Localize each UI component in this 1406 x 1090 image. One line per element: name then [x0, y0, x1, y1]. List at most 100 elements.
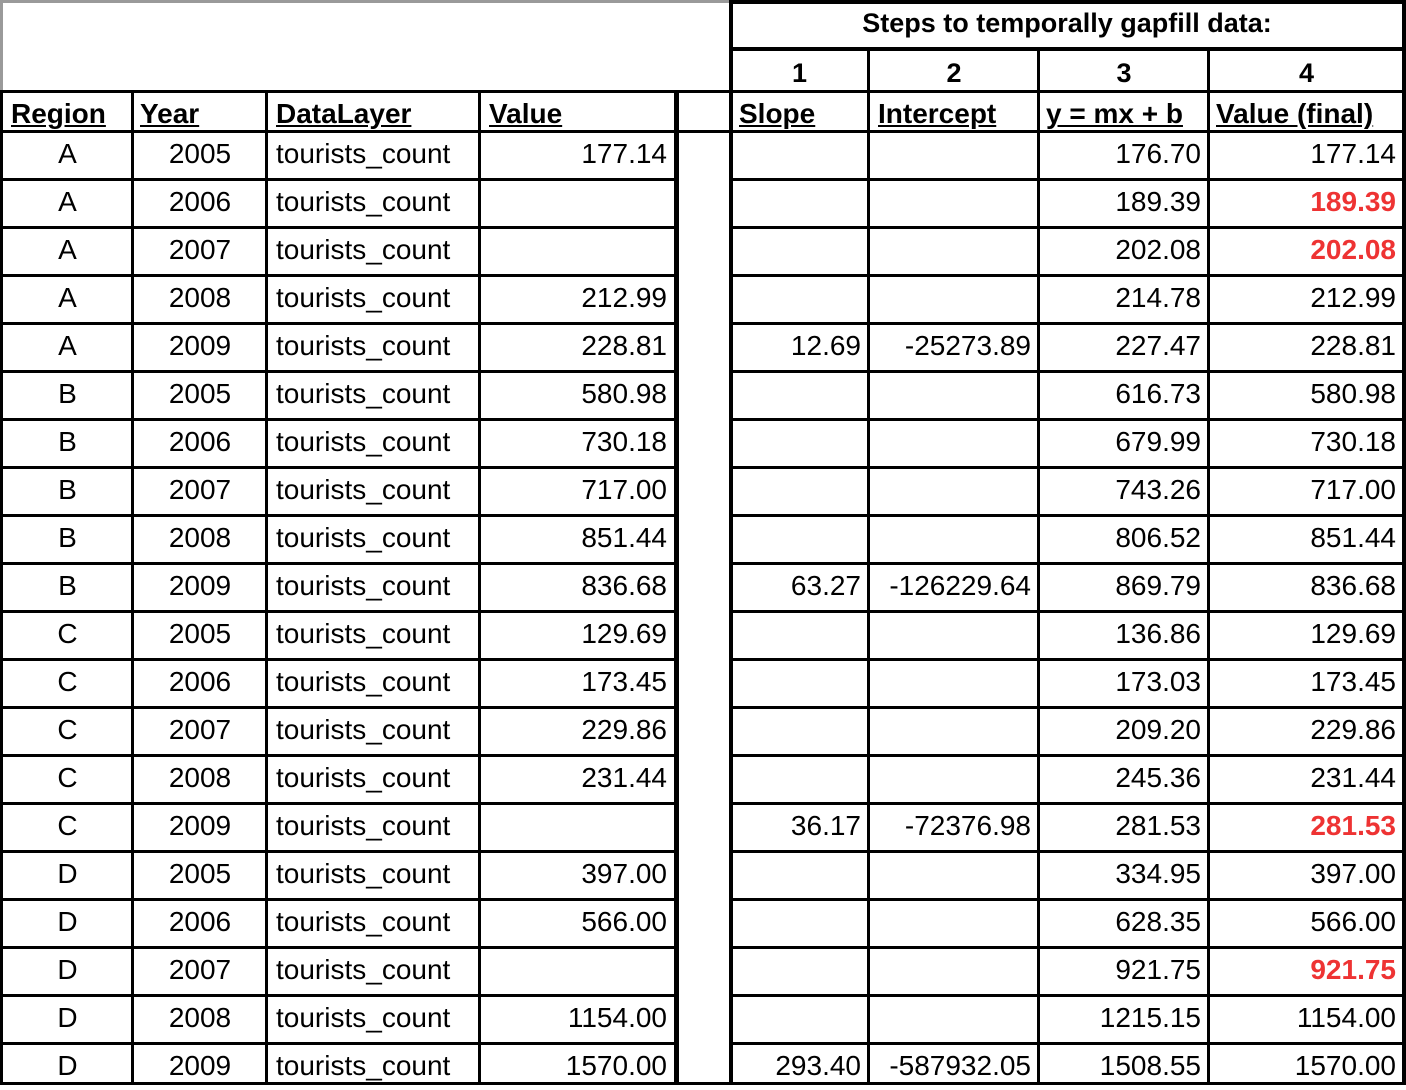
- cell-year: 2006: [168, 908, 232, 937]
- cell-intercept: [870, 620, 1038, 658]
- cell-year: 2009: [168, 572, 232, 601]
- grid-line: [1207, 50, 1210, 1085]
- cell-intercept: [870, 284, 1038, 322]
- grid-line: [0, 226, 677, 229]
- header-value: Value: [489, 100, 563, 129]
- cell-slope: [731, 380, 868, 418]
- cell-region: A: [58, 236, 77, 265]
- cell-formula-value: 869.79: [1115, 572, 1201, 601]
- header-intercept: Intercept: [878, 100, 997, 129]
- cell-datalayer: tourists_count: [276, 428, 451, 457]
- cell-datalayer: tourists_count: [276, 1004, 451, 1033]
- cell-value-final: 281.53: [1310, 812, 1396, 841]
- grid-line: [0, 610, 677, 613]
- grid-line: [731, 706, 1403, 709]
- cell-datalayer: tourists_count: [276, 524, 451, 553]
- header-datalayer: DataLayer: [276, 100, 412, 129]
- cell-value: 566.00: [581, 908, 667, 937]
- cell-value-final: 836.68: [1310, 572, 1396, 601]
- cell-value: 228.81: [581, 332, 667, 361]
- cell-value-final: 1570.00: [1294, 1052, 1396, 1081]
- cell-intercept: [870, 476, 1038, 514]
- grid-line: [0, 178, 677, 181]
- grid-line: [731, 1042, 1403, 1045]
- grid-line: [867, 50, 870, 1085]
- cell-intercept: [870, 428, 1038, 466]
- cell-formula-value: 281.53: [1115, 812, 1201, 841]
- cell-formula-value: 245.36: [1115, 764, 1201, 793]
- grid-line: [0, 1082, 1406, 1085]
- grid-line: [731, 178, 1403, 181]
- cell-region: C: [57, 764, 78, 793]
- grid-line: [0, 562, 677, 565]
- grid-line: [731, 322, 1403, 325]
- grid-line: [0, 274, 677, 277]
- cell-intercept: -72376.98: [904, 812, 1031, 841]
- cell-year: 2008: [168, 524, 232, 553]
- cell-value-final: 921.75: [1310, 956, 1396, 985]
- cell-region: D: [57, 956, 78, 985]
- cell-formula-value: 227.47: [1115, 332, 1201, 361]
- grid-line: [731, 466, 1403, 469]
- grid-line: [0, 92, 3, 1085]
- grid-line: [0, 994, 677, 997]
- cell-formula-value: 616.73: [1115, 380, 1201, 409]
- cell-region: A: [58, 332, 77, 361]
- cell-value: 212.99: [581, 284, 667, 313]
- cell-value: 836.68: [581, 572, 667, 601]
- grid-line: [731, 802, 1403, 805]
- grid-line: [0, 322, 677, 325]
- grid-line: [0, 946, 677, 949]
- grid-line: [729, 90, 1406, 93]
- header-value-final: Value (final): [1216, 100, 1374, 129]
- grid-line: [729, 47, 1406, 51]
- cell-datalayer: tourists_count: [276, 1052, 451, 1081]
- grid-line: [731, 658, 1403, 661]
- cell-slope: [731, 764, 868, 802]
- cell-formula-value: 921.75: [1115, 956, 1201, 985]
- grid-line: [731, 946, 1403, 949]
- cell-region: B: [58, 524, 77, 553]
- grid-line: [0, 0, 3, 92]
- cell-value-final: 202.08: [1310, 236, 1396, 265]
- grid-line: [0, 0, 730, 3]
- cell-formula-value: 189.39: [1115, 188, 1201, 217]
- cell-region: D: [57, 1004, 78, 1033]
- cell-value: 730.18: [581, 428, 667, 457]
- grid-line: [1037, 50, 1040, 1085]
- cell-value: [481, 812, 674, 850]
- cell-datalayer: tourists_count: [276, 476, 451, 505]
- cell-year: 2006: [168, 188, 232, 217]
- grid-line: [0, 754, 677, 757]
- cell-slope: [731, 716, 868, 754]
- grid-line: [478, 92, 481, 1085]
- cell-region: D: [57, 908, 78, 937]
- cell-value-final: 397.00: [1310, 860, 1396, 889]
- grid-line: [731, 754, 1403, 757]
- cell-value: 851.44: [581, 524, 667, 553]
- grid-line: [0, 706, 677, 709]
- cell-intercept: -126229.64: [889, 572, 1031, 601]
- cell-formula-value: 1215.15: [1099, 1004, 1201, 1033]
- cell-value: 229.86: [581, 716, 667, 745]
- cell-slope: [731, 908, 868, 946]
- cell-region: C: [57, 812, 78, 841]
- step-number-4: 4: [1298, 60, 1315, 88]
- grid-line: [731, 226, 1403, 229]
- cell-formula-value: 806.52: [1115, 524, 1201, 553]
- grid-line: [731, 610, 1403, 613]
- cell-value: 231.44: [581, 764, 667, 793]
- grid-line: [0, 658, 677, 661]
- cell-formula-value: 176.70: [1115, 140, 1201, 169]
- cell-region: B: [58, 380, 77, 409]
- cell-slope: 36.17: [790, 812, 861, 841]
- cell-region: B: [58, 428, 77, 457]
- cell-datalayer: tourists_count: [276, 188, 451, 217]
- grid-line: [0, 850, 677, 853]
- cell-region: A: [58, 284, 77, 313]
- cell-value: 1570.00: [565, 1052, 667, 1081]
- cell-region: A: [58, 140, 77, 169]
- cell-formula-value: 743.26: [1115, 476, 1201, 505]
- cell-value: [481, 956, 674, 994]
- cell-slope: [731, 1004, 868, 1042]
